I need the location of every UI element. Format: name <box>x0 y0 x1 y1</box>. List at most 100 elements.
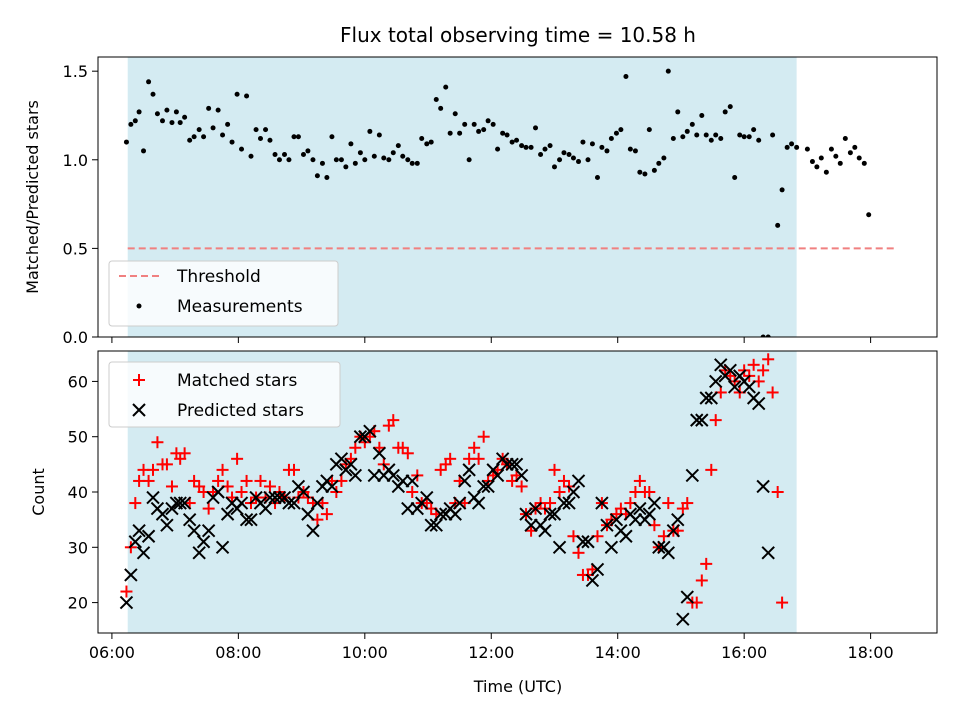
predicted-star-point <box>609 512 624 527</box>
measurement-point <box>751 127 757 133</box>
measurement-point <box>485 118 491 124</box>
measurement-point <box>737 132 743 138</box>
measurement-point <box>386 157 392 163</box>
measurement-point <box>656 160 662 166</box>
predicted-star-point <box>514 468 529 483</box>
legend-measurements-marker <box>136 303 142 309</box>
measurement-point <box>580 139 586 145</box>
measurement-point <box>765 334 771 337</box>
measurement-point <box>495 146 501 152</box>
matched-star-point <box>757 364 770 377</box>
matched-star-point <box>188 474 201 487</box>
measurement-point <box>196 127 202 133</box>
measurement-point <box>542 146 548 152</box>
measurement-point <box>756 137 762 143</box>
predicted-star-point <box>220 507 235 521</box>
predicted-star-point <box>160 518 174 532</box>
predicted-star-point <box>234 496 249 510</box>
matched-star-point <box>572 546 585 559</box>
measurement-point <box>476 128 482 134</box>
measurement-point <box>627 146 633 152</box>
predicted-star-point <box>348 468 363 483</box>
measurement-point <box>576 159 582 165</box>
measurement-point <box>708 137 714 143</box>
measurement-point <box>828 146 834 152</box>
measurement-point <box>164 107 170 113</box>
predicted-star-point <box>723 363 737 378</box>
measurement-point <box>146 79 152 85</box>
matched-star-point <box>633 474 646 487</box>
measurement-point <box>847 150 853 156</box>
predicted-star-point <box>685 468 700 483</box>
top-x-axis <box>111 337 872 343</box>
predicted-star-point <box>471 496 486 510</box>
predicted-star-point <box>695 413 709 427</box>
measurement-point <box>239 146 245 152</box>
chart-title: Flux total observing time = 10.58 h <box>340 23 696 47</box>
matched-star-point <box>165 480 178 493</box>
legend-threshold-label: Threshold <box>176 267 261 287</box>
measurement-point <box>566 151 572 157</box>
matched-star-point <box>129 497 142 510</box>
predicted-star-point <box>676 612 690 626</box>
x-axis-label: Time (UTC) <box>473 677 562 696</box>
measurement-point <box>123 139 129 145</box>
measurement-point <box>225 121 231 127</box>
matched-star-point <box>766 386 779 399</box>
matched-star-point <box>120 585 133 598</box>
matched-star-point <box>776 596 789 609</box>
top-plot-area <box>123 68 896 337</box>
predicted-star-point <box>215 540 230 555</box>
predicted-star-point <box>595 496 609 510</box>
measurement-point <box>718 136 724 142</box>
predicted-star-point <box>505 457 519 472</box>
measurement-point <box>760 334 766 337</box>
predicted-star-point <box>367 468 382 483</box>
measurement-point <box>206 105 212 111</box>
measurement-point <box>352 160 358 166</box>
predicted-star-point <box>690 413 704 427</box>
measurement-point <box>348 141 354 147</box>
predicted-star-point <box>581 535 595 549</box>
measurement-point <box>481 127 487 133</box>
predicted-star-point <box>633 501 647 516</box>
matched-star-point <box>401 447 414 460</box>
top-legend-box <box>108 260 339 327</box>
matched-star-point <box>212 474 225 487</box>
predicted-star-point <box>128 535 143 549</box>
predicted-star-point <box>628 512 643 527</box>
matched-star-point <box>771 486 784 498</box>
predicted-star-point <box>576 535 590 549</box>
matched-star-point <box>548 463 561 476</box>
measurement-point <box>613 130 619 136</box>
measurement-point <box>623 73 629 79</box>
measurement-point <box>319 160 325 166</box>
measurement-point <box>594 175 600 181</box>
measurement-point <box>741 134 747 140</box>
matched-star-point <box>643 486 656 498</box>
measurement-point <box>471 121 477 127</box>
predicted-star-point <box>353 429 368 444</box>
x-tick-label: 10:00 <box>342 643 388 662</box>
measurement-point <box>267 137 273 143</box>
measurement-point <box>443 84 449 90</box>
measurement-point <box>823 169 829 175</box>
measurement-point <box>433 97 439 103</box>
measurement-point <box>390 150 396 156</box>
matched-star-point <box>396 441 409 454</box>
legend-predicted-label: Predicted stars <box>177 401 304 421</box>
predicted-star-point <box>476 479 491 494</box>
predicted-star-point <box>263 490 277 505</box>
measurement-point <box>191 134 197 140</box>
predicted-star-point <box>680 590 694 604</box>
matched-star-point <box>178 447 191 460</box>
predicted-star-point <box>325 479 339 494</box>
measurement-point <box>713 132 719 138</box>
predicted-star-point <box>462 463 476 477</box>
predicted-star-point <box>363 424 377 438</box>
measurement-point <box>173 109 179 115</box>
predicted-star-point <box>547 507 562 521</box>
measurement-point <box>371 153 377 159</box>
measurement-point <box>300 151 306 157</box>
